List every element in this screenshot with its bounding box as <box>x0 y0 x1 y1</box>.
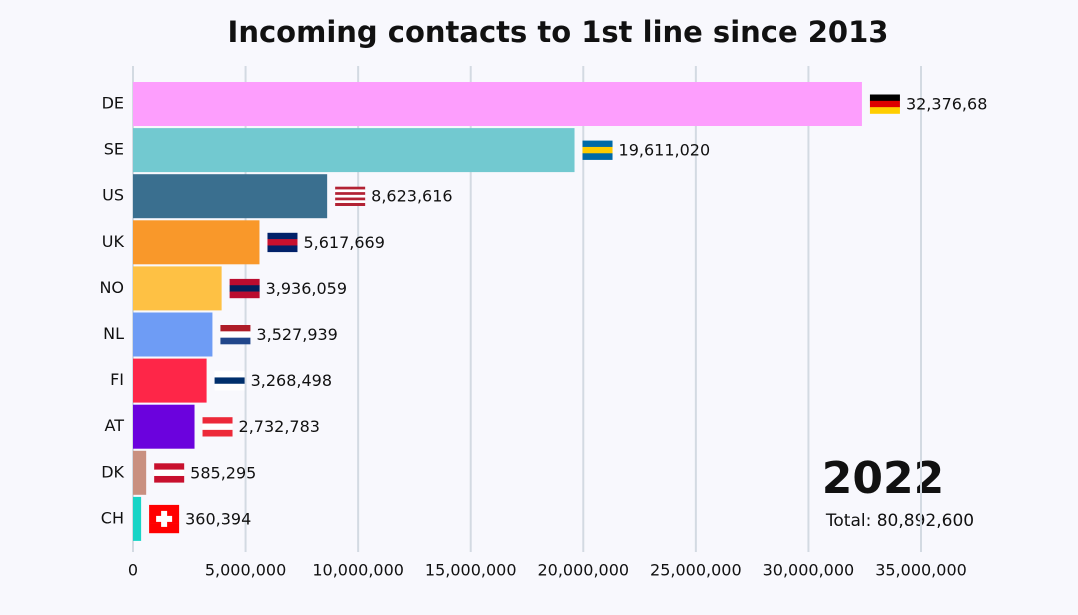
value-label: 3,936,059 <box>266 279 347 298</box>
value-label: 360,394 <box>185 509 251 528</box>
flag-stripe <box>149 504 180 515</box>
flag-stripe <box>582 153 613 160</box>
value-label: 3,527,939 <box>256 325 337 344</box>
y-tick-label: NL <box>103 324 124 343</box>
flag-stripe <box>335 202 366 206</box>
flag-stripe <box>582 146 613 154</box>
flag-stripe <box>214 383 245 391</box>
flag-icon <box>335 186 366 206</box>
value-label: 585,295 <box>190 463 256 482</box>
x-tick-label: 35,000,000 <box>875 561 967 580</box>
y-tick-label: CH <box>101 508 124 527</box>
flag-stripe <box>149 523 180 534</box>
x-tick-label: 10,000,000 <box>312 561 404 580</box>
flag-icon <box>869 94 900 114</box>
y-tick-label: SE <box>104 140 124 159</box>
flag-stripe <box>202 429 233 437</box>
flag-stripe <box>229 291 260 299</box>
x-tick-label: 15,000,000 <box>425 561 517 580</box>
flag-stripe <box>214 377 245 385</box>
x-tick-label: 0 <box>128 561 138 580</box>
value-label: 3,268,498 <box>251 371 332 390</box>
flag-icon <box>154 463 185 483</box>
flag-stripe <box>335 194 366 198</box>
flag-stripe <box>202 417 233 424</box>
y-tick-label: US <box>102 186 124 205</box>
bar <box>133 128 575 173</box>
flag-stripe <box>267 232 298 240</box>
bar <box>133 312 213 357</box>
bar <box>133 220 260 265</box>
flag-stripe <box>220 325 251 332</box>
flag-icon <box>214 371 245 391</box>
flag-stripe <box>229 285 260 292</box>
y-tick-label: DK <box>101 462 124 481</box>
flag-stripe <box>229 278 260 286</box>
flag-icon <box>202 417 233 437</box>
flag-cross <box>156 515 173 522</box>
flag-stripe <box>335 197 366 201</box>
flag-stripe <box>154 475 185 483</box>
flag-stripe <box>267 245 298 253</box>
x-tick-label: 30,000,000 <box>763 561 855 580</box>
flag-stripe <box>869 107 900 114</box>
flag-stripe <box>335 189 366 193</box>
flag-stripe <box>869 100 900 108</box>
flag-stripe <box>154 469 185 477</box>
flag-icon <box>220 325 251 345</box>
flag-stripe <box>335 192 366 196</box>
flag-stripe <box>220 337 251 345</box>
value-label: 19,611,020 <box>619 141 711 160</box>
flag-icon <box>582 140 613 160</box>
flag-stripe <box>335 186 366 190</box>
y-tick-label: DE <box>102 94 124 113</box>
flag-stripe <box>202 423 233 431</box>
x-tick-label: 25,000,000 <box>650 561 742 580</box>
x-tick-label: 20,000,000 <box>537 561 629 580</box>
flag-stripe <box>335 200 366 204</box>
flag-stripe <box>220 331 251 338</box>
year-label: 2022 <box>822 453 944 504</box>
bar <box>133 358 207 403</box>
bar <box>133 82 862 126</box>
flag-stripe <box>154 463 185 470</box>
flag-stripe <box>214 371 245 378</box>
bar <box>133 404 195 449</box>
value-label: 32,376,68 <box>906 95 987 114</box>
flag-icon <box>229 278 260 299</box>
flag-stripe <box>582 140 613 148</box>
chart-title: Incoming contacts to 1st line since 2013 <box>228 15 889 49</box>
value-label: 8,623,616 <box>371 187 452 206</box>
flag-stripe <box>267 239 298 246</box>
bar <box>133 266 222 311</box>
x-tick-label: 5,000,000 <box>205 561 286 580</box>
bar <box>133 174 328 219</box>
value-label: 2,732,783 <box>239 417 320 436</box>
y-tick-label: FI <box>110 370 124 389</box>
bar <box>133 450 147 495</box>
y-tick-label: AT <box>105 416 125 435</box>
total-label: Total: 80,892,600 <box>825 511 974 531</box>
bar <box>133 496 142 541</box>
value-label: 5,617,669 <box>303 233 384 252</box>
flag-icon <box>267 232 298 253</box>
y-tick-label: UK <box>102 232 125 251</box>
flag-stripe <box>869 94 900 102</box>
flag-icon <box>149 504 180 534</box>
y-tick-label: NO <box>99 278 124 297</box>
